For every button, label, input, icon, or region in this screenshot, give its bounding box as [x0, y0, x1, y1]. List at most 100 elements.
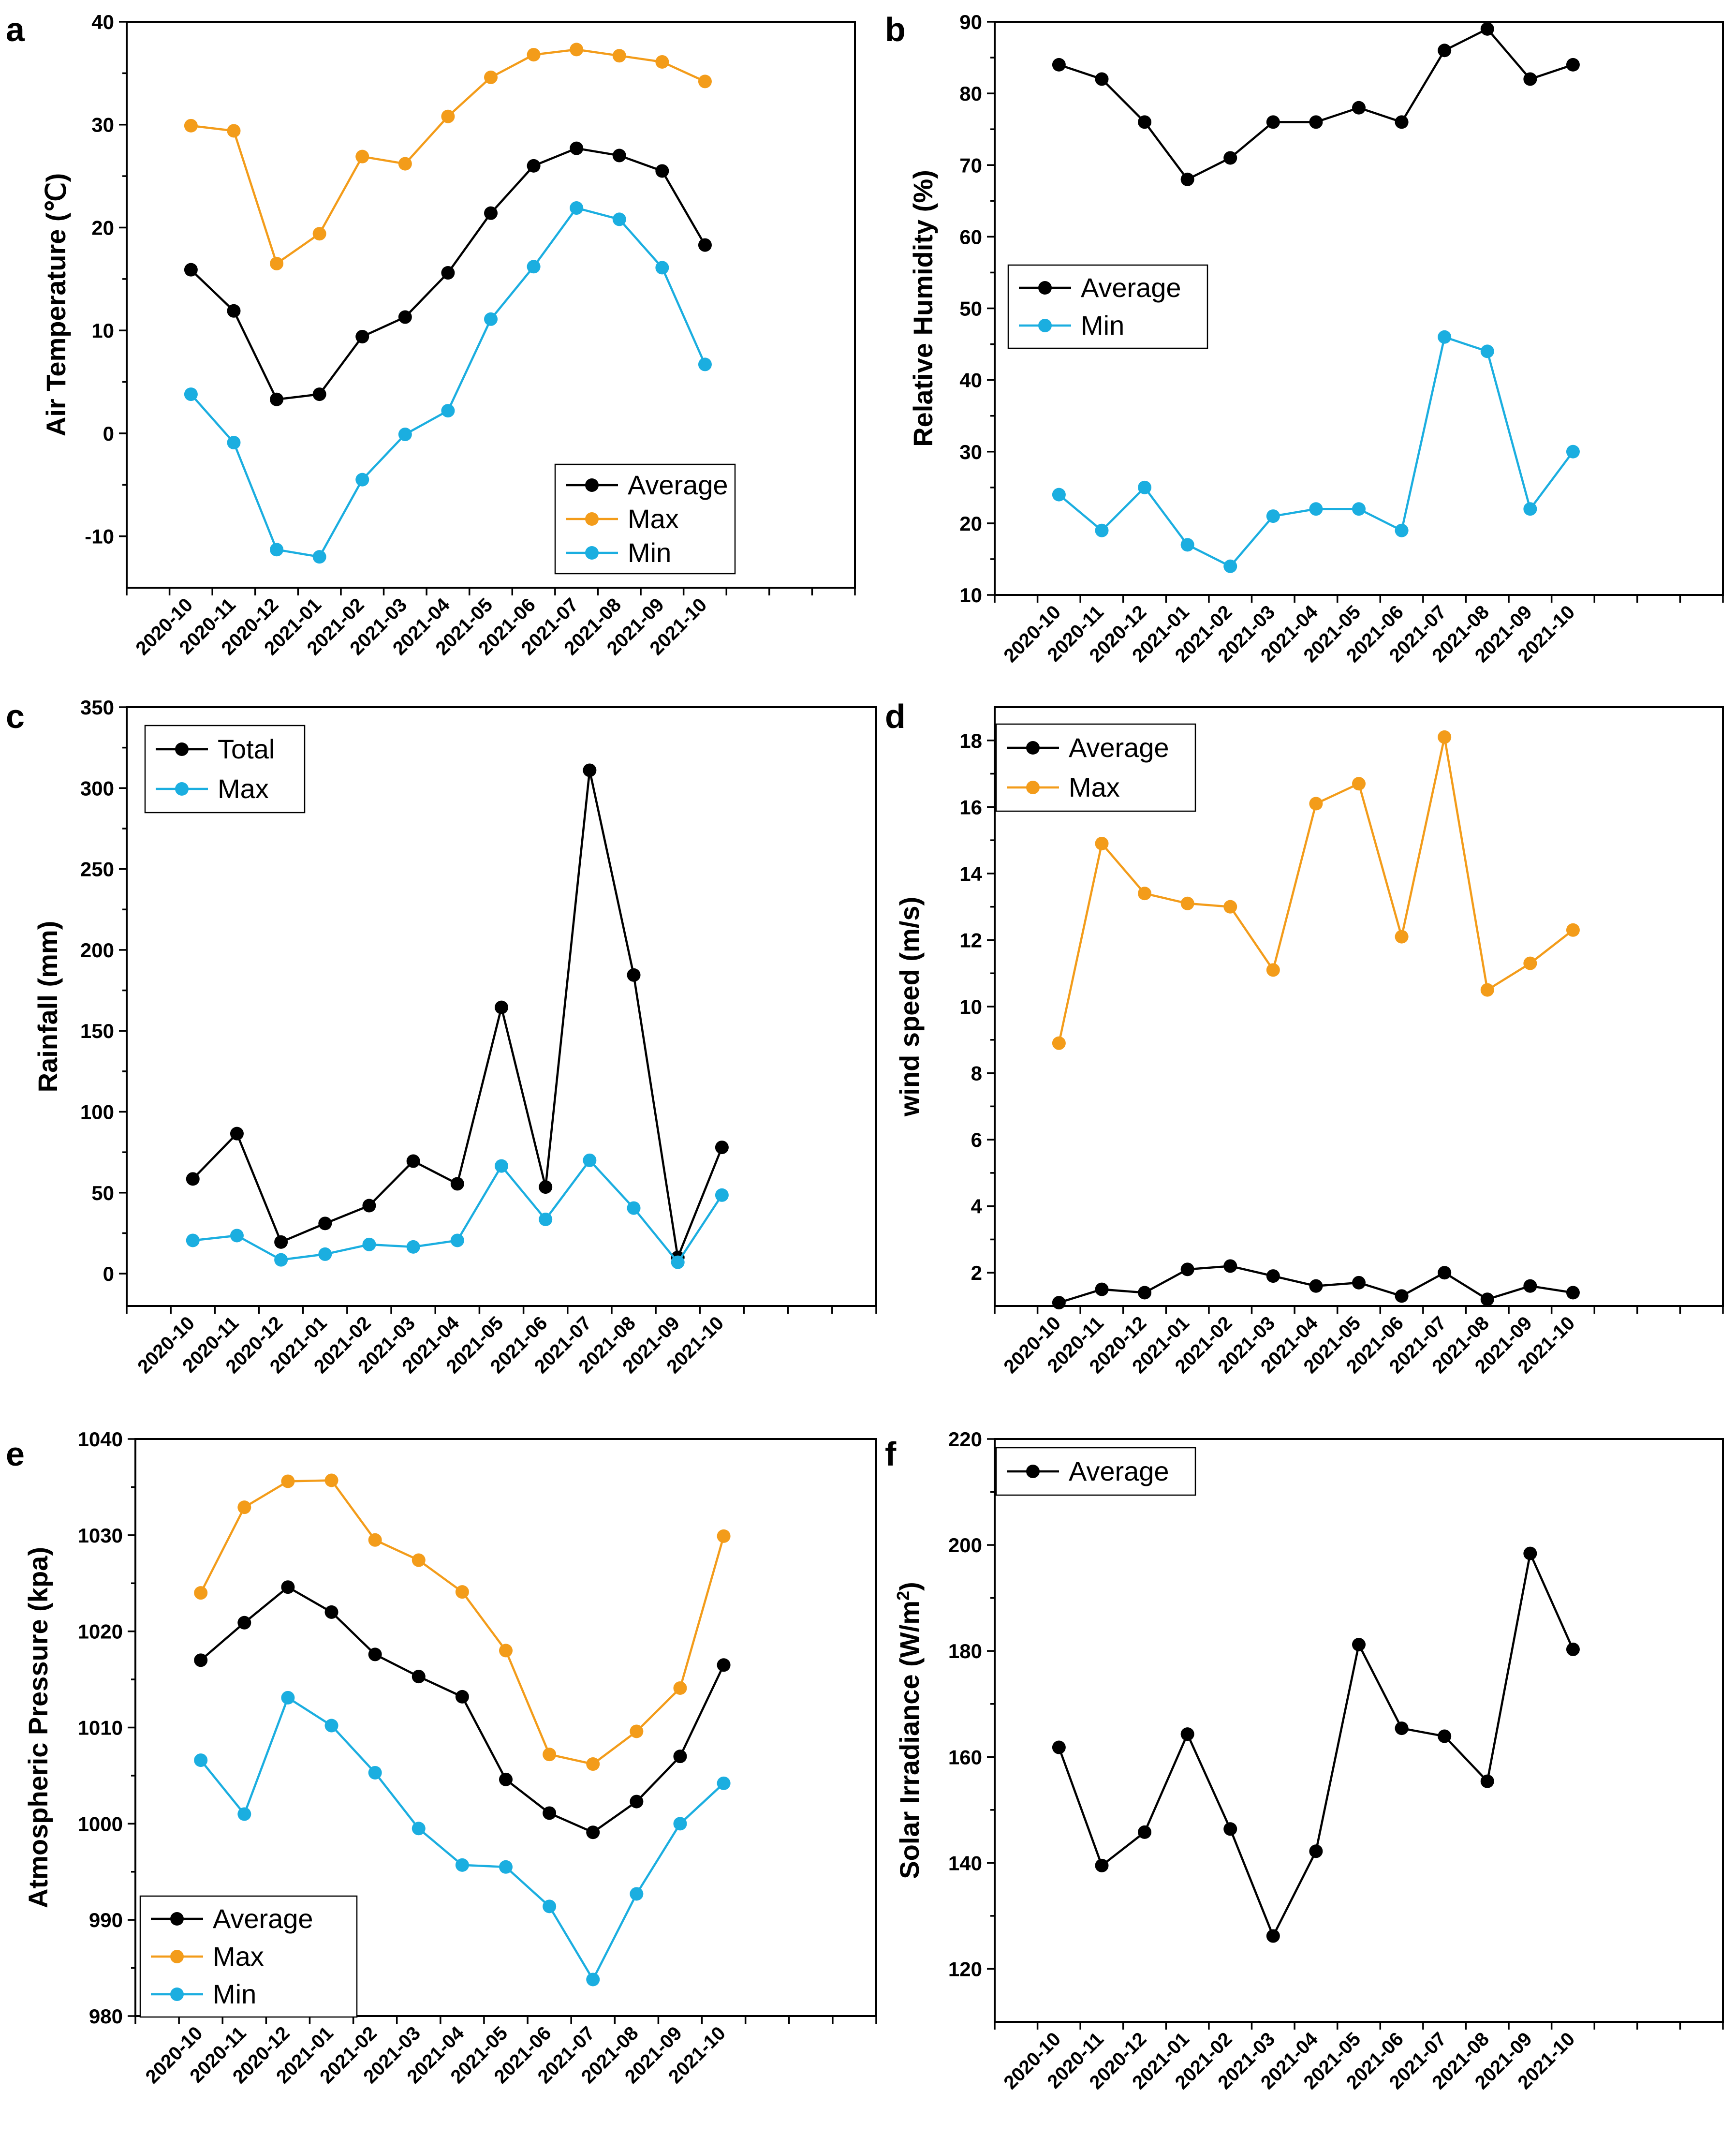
data-point — [1309, 502, 1323, 516]
data-point — [1223, 1259, 1237, 1273]
data-point — [281, 1580, 295, 1594]
data-point — [455, 1858, 469, 1872]
data-point — [1095, 523, 1109, 537]
data-point — [1223, 151, 1237, 165]
data-point — [194, 1586, 208, 1600]
y-tick-label: 990 — [89, 1909, 123, 1931]
data-point — [1395, 930, 1409, 944]
legend-box — [1007, 264, 1208, 349]
y-axis-title: Air Temperature (℃) — [41, 173, 71, 436]
data-point — [583, 1153, 597, 1167]
data-point — [527, 260, 541, 274]
legend-label: Min — [1081, 310, 1124, 341]
series-max — [1052, 730, 1580, 1050]
data-point — [355, 149, 369, 163]
data-point — [1566, 58, 1580, 72]
data-point — [1223, 1822, 1237, 1836]
data-point — [627, 1201, 641, 1215]
panel-letter: c — [6, 697, 25, 735]
data-point — [1180, 172, 1194, 186]
data-point — [1523, 502, 1537, 516]
y-tick-label: 120 — [948, 1958, 982, 1980]
data-point — [543, 1806, 557, 1820]
data-point — [227, 124, 241, 138]
data-point — [1180, 896, 1194, 910]
data-point — [1395, 115, 1409, 129]
legend-box — [995, 723, 1196, 812]
data-point — [1523, 72, 1537, 86]
legend: Total Max — [144, 725, 306, 814]
y-tick-label: 12 — [959, 929, 982, 951]
y-tick-label: 10 — [959, 995, 982, 1018]
data-point — [1095, 836, 1109, 850]
data-point — [715, 1141, 729, 1155]
y-tick-label: 30 — [91, 114, 114, 136]
data-point — [355, 329, 369, 343]
data-point — [586, 1757, 600, 1771]
panel-c: c0501001502002503003502020-102020-112020… — [6, 696, 877, 1378]
data-point — [484, 312, 498, 326]
data-point — [655, 164, 669, 178]
data-point — [270, 256, 284, 270]
y-tick-label: 250 — [80, 858, 114, 881]
data-point — [1480, 22, 1494, 36]
data-point — [1480, 344, 1494, 358]
panel-letter: a — [6, 11, 25, 48]
panel-letter: b — [885, 11, 906, 48]
y-tick-label: 50 — [91, 1182, 114, 1204]
y-tick-label: 1020 — [78, 1620, 123, 1643]
data-point — [398, 157, 412, 171]
data-point — [324, 1719, 338, 1733]
data-point — [230, 1127, 244, 1141]
y-tick-label: 60 — [959, 225, 982, 248]
data-point — [630, 1724, 644, 1738]
data-point — [499, 1772, 513, 1786]
data-point — [570, 43, 584, 57]
data-point — [1223, 559, 1237, 573]
y-tick-label: 980 — [89, 2005, 123, 2028]
legend-swatch-marker — [170, 1988, 184, 2001]
plot-frame — [126, 21, 856, 589]
y-tick-label: 180 — [948, 1640, 982, 1662]
data-point — [1266, 1929, 1280, 1943]
legend-label: Min — [628, 537, 671, 568]
data-point — [698, 238, 712, 252]
data-point — [1309, 1279, 1323, 1293]
legend-label: Total — [218, 734, 275, 764]
y-tick-label: 300 — [80, 777, 114, 800]
data-point — [698, 357, 712, 371]
data-point — [1180, 1262, 1194, 1276]
series-average — [1052, 1546, 1580, 1943]
data-point — [539, 1180, 553, 1194]
data-point — [1095, 72, 1109, 86]
data-point — [630, 1795, 644, 1809]
data-point — [355, 473, 369, 487]
panel-letter: f — [885, 1435, 897, 1473]
data-point — [455, 1585, 469, 1599]
data-point — [324, 1473, 338, 1487]
data-point — [1395, 523, 1409, 537]
y-tick-label: 200 — [948, 1534, 982, 1557]
data-point — [194, 1653, 208, 1667]
data-point — [499, 1860, 513, 1874]
series-total — [186, 763, 729, 1264]
data-point — [539, 1212, 553, 1226]
data-point — [570, 201, 584, 215]
data-point — [1480, 1292, 1494, 1306]
y-tick-label: 90 — [959, 11, 982, 33]
y-tick-label: 0 — [103, 1262, 114, 1285]
data-point — [1352, 1276, 1366, 1290]
series-min — [1052, 330, 1580, 573]
data-point — [398, 428, 412, 442]
data-point — [1138, 1825, 1152, 1839]
data-point — [1523, 1279, 1537, 1293]
data-point — [1138, 115, 1152, 129]
data-point — [1266, 1269, 1280, 1283]
legend-swatch-marker — [1026, 741, 1040, 755]
data-point — [1566, 923, 1580, 937]
data-point — [362, 1199, 376, 1213]
data-point — [227, 304, 241, 318]
data-point — [527, 159, 541, 173]
plot-frame — [994, 1438, 1724, 2023]
legend-box — [144, 725, 306, 814]
